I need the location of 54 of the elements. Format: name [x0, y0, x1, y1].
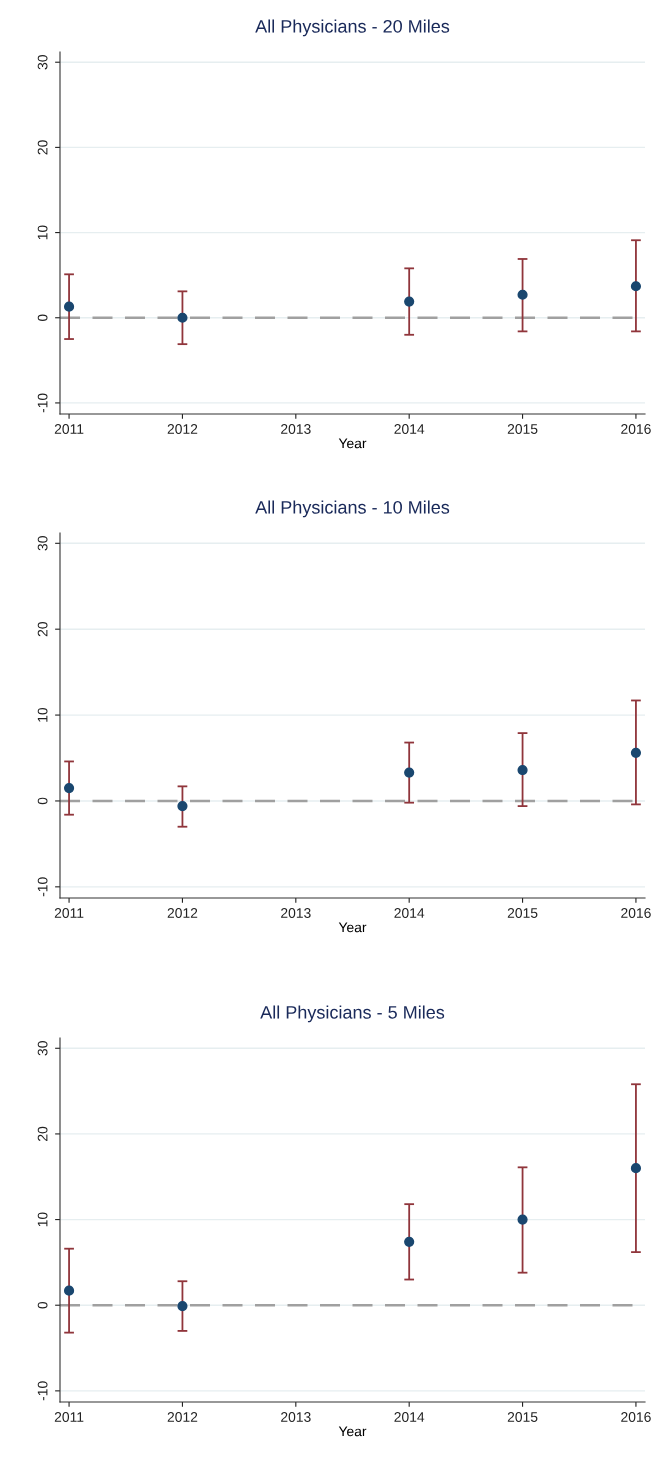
point — [63, 1285, 75, 1296]
y-tick-label: 0 — [37, 797, 48, 805]
y-tick-label: -10 — [37, 393, 48, 413]
point — [177, 312, 188, 323]
x-axis-title: Year — [338, 922, 367, 933]
point — [630, 1163, 642, 1174]
x-tick-label: 2011 — [54, 908, 84, 918]
point — [630, 281, 642, 292]
y-tick-label: 10 — [37, 707, 48, 722]
x-tick-label: 2011 — [54, 424, 84, 434]
x-tick-label: 2014 — [394, 1412, 425, 1422]
y-tick-label: -10 — [37, 877, 48, 897]
y-tick-label: 0 — [37, 1301, 48, 1309]
y-tick-label: 0 — [37, 314, 48, 322]
point — [404, 1236, 415, 1247]
point — [517, 289, 528, 300]
x-tick-label: 2012 — [167, 908, 198, 918]
point — [177, 801, 188, 812]
point — [63, 782, 75, 794]
x-tick-label: 2013 — [281, 424, 311, 434]
y-tick-label: -10 — [37, 1381, 48, 1401]
x-tick-label: 2012 — [167, 424, 198, 434]
point — [630, 747, 642, 758]
chart-title: All Physicians - 5 Miles — [260, 1005, 445, 1023]
x-tick-label: 2015 — [507, 1412, 538, 1422]
x-tick-label: 2012 — [167, 1412, 198, 1422]
y-tick-label: 30 — [37, 536, 48, 551]
x-tick-label: 2016 — [621, 424, 651, 434]
y-tick-label: 10 — [37, 225, 48, 240]
y-tick-label: 30 — [37, 55, 48, 70]
chart-title: All Physicians - 20 Miles — [255, 19, 450, 37]
y-tick-label: 20 — [37, 140, 48, 155]
point — [517, 1214, 528, 1225]
x-tick-label: 2014 — [394, 908, 425, 918]
x-tick-label: 2016 — [621, 908, 651, 918]
x-axis-title: Year — [338, 1426, 367, 1437]
x-tick-label: 2015 — [507, 908, 538, 918]
point — [404, 296, 415, 307]
x-tick-label: 2013 — [281, 908, 311, 918]
x-tick-label: 2015 — [507, 424, 538, 434]
chart-title: All Physicians - 10 Miles — [255, 500, 450, 518]
x-axis-title: Year — [338, 438, 367, 449]
y-tick-label: 20 — [37, 622, 48, 637]
y-tick-label: 30 — [37, 1041, 48, 1056]
point — [404, 767, 415, 778]
y-tick-label: 10 — [37, 1212, 48, 1227]
x-tick-label: 2016 — [621, 1412, 651, 1422]
x-tick-label: 2014 — [394, 424, 425, 434]
point — [517, 764, 528, 776]
x-tick-label: 2011 — [54, 1412, 84, 1422]
x-tick-label: 2013 — [281, 1412, 311, 1422]
y-tick-label: 20 — [37, 1126, 48, 1141]
point — [177, 1300, 188, 1312]
point — [63, 301, 75, 312]
